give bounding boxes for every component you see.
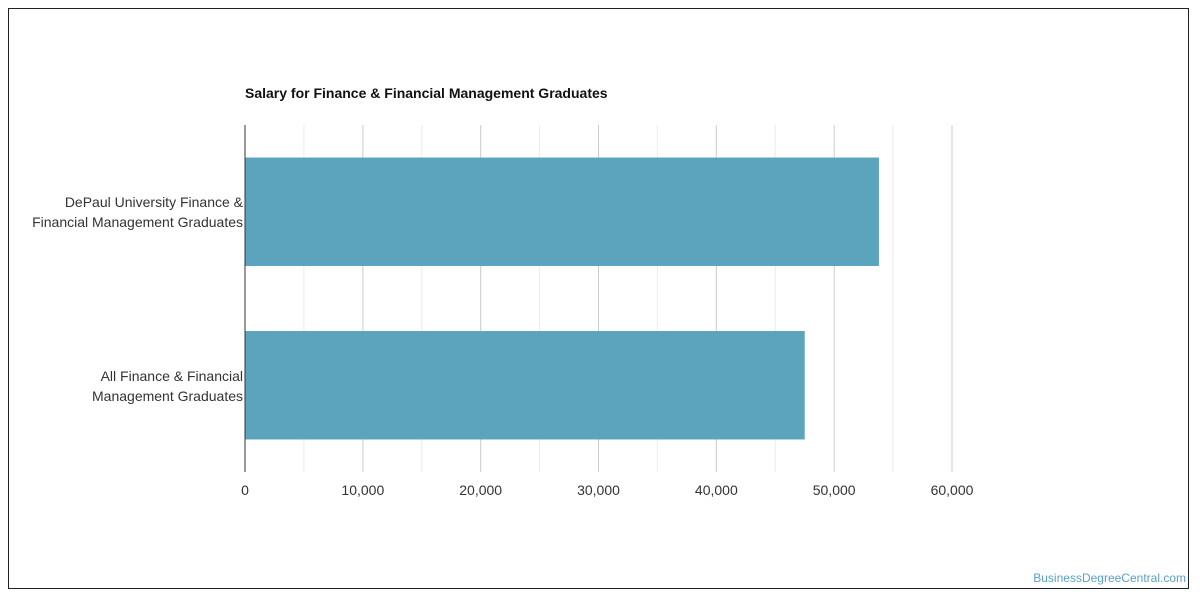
x-tick-label: 50,000 [813, 482, 856, 498]
x-tick-label: 40,000 [695, 482, 738, 498]
bar-0 [245, 157, 879, 266]
chart-title: Salary for Finance & Financial Managemen… [245, 85, 608, 101]
category-label-all: All Finance & Financial Management Gradu… [92, 366, 243, 406]
x-tick-label: 20,000 [459, 482, 502, 498]
x-tick-label: 0 [241, 482, 249, 498]
category-label-depaul: DePaul University Finance & Financial Ma… [32, 192, 243, 232]
category-label-line: All Finance & Financial [100, 368, 243, 384]
category-label-line: DePaul University Finance & [64, 194, 243, 210]
x-tick-label: 30,000 [577, 482, 620, 498]
category-label-line: Financial Management Graduates [32, 214, 243, 230]
category-label-line: Management Graduates [92, 388, 243, 404]
watermark-link[interactable]: BusinessDegreeCentral.com [1033, 571, 1186, 585]
x-tick-label: 60,000 [931, 482, 974, 498]
bar-1 [245, 331, 805, 440]
x-tick-label: 10,000 [341, 482, 384, 498]
